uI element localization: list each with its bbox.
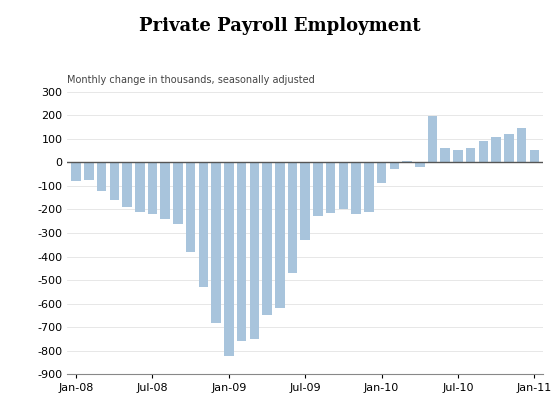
Bar <box>402 161 412 162</box>
Bar <box>339 162 348 209</box>
Bar <box>224 162 234 356</box>
Text: Monthly change in thousands, seasonally adjusted: Monthly change in thousands, seasonally … <box>67 75 315 85</box>
Bar <box>364 162 374 212</box>
Bar <box>97 162 106 191</box>
Bar <box>148 162 157 214</box>
Bar <box>84 162 94 180</box>
Bar <box>377 162 386 183</box>
Bar <box>173 162 183 223</box>
Bar <box>415 162 424 167</box>
Bar <box>517 128 526 162</box>
Bar <box>71 162 81 181</box>
Bar <box>351 162 361 214</box>
Bar <box>275 162 284 308</box>
Bar <box>237 162 246 342</box>
Bar <box>491 137 501 162</box>
Bar <box>466 148 475 162</box>
Bar <box>530 151 539 162</box>
Bar <box>199 162 208 287</box>
Bar <box>504 134 514 162</box>
Text: Private Payroll Employment: Private Payroll Employment <box>139 17 421 35</box>
Bar <box>300 162 310 240</box>
Bar <box>186 162 195 252</box>
Bar <box>250 162 259 339</box>
Bar <box>135 162 144 212</box>
Bar <box>390 162 399 169</box>
Bar <box>440 148 450 162</box>
Bar <box>160 162 170 219</box>
Bar <box>313 162 323 216</box>
Bar <box>262 162 272 315</box>
Bar <box>122 162 132 207</box>
Bar <box>428 116 437 162</box>
Bar <box>479 141 488 162</box>
Bar <box>211 162 221 322</box>
Bar <box>288 162 297 273</box>
Bar <box>453 151 463 162</box>
Bar <box>110 162 119 200</box>
Bar <box>326 162 335 213</box>
